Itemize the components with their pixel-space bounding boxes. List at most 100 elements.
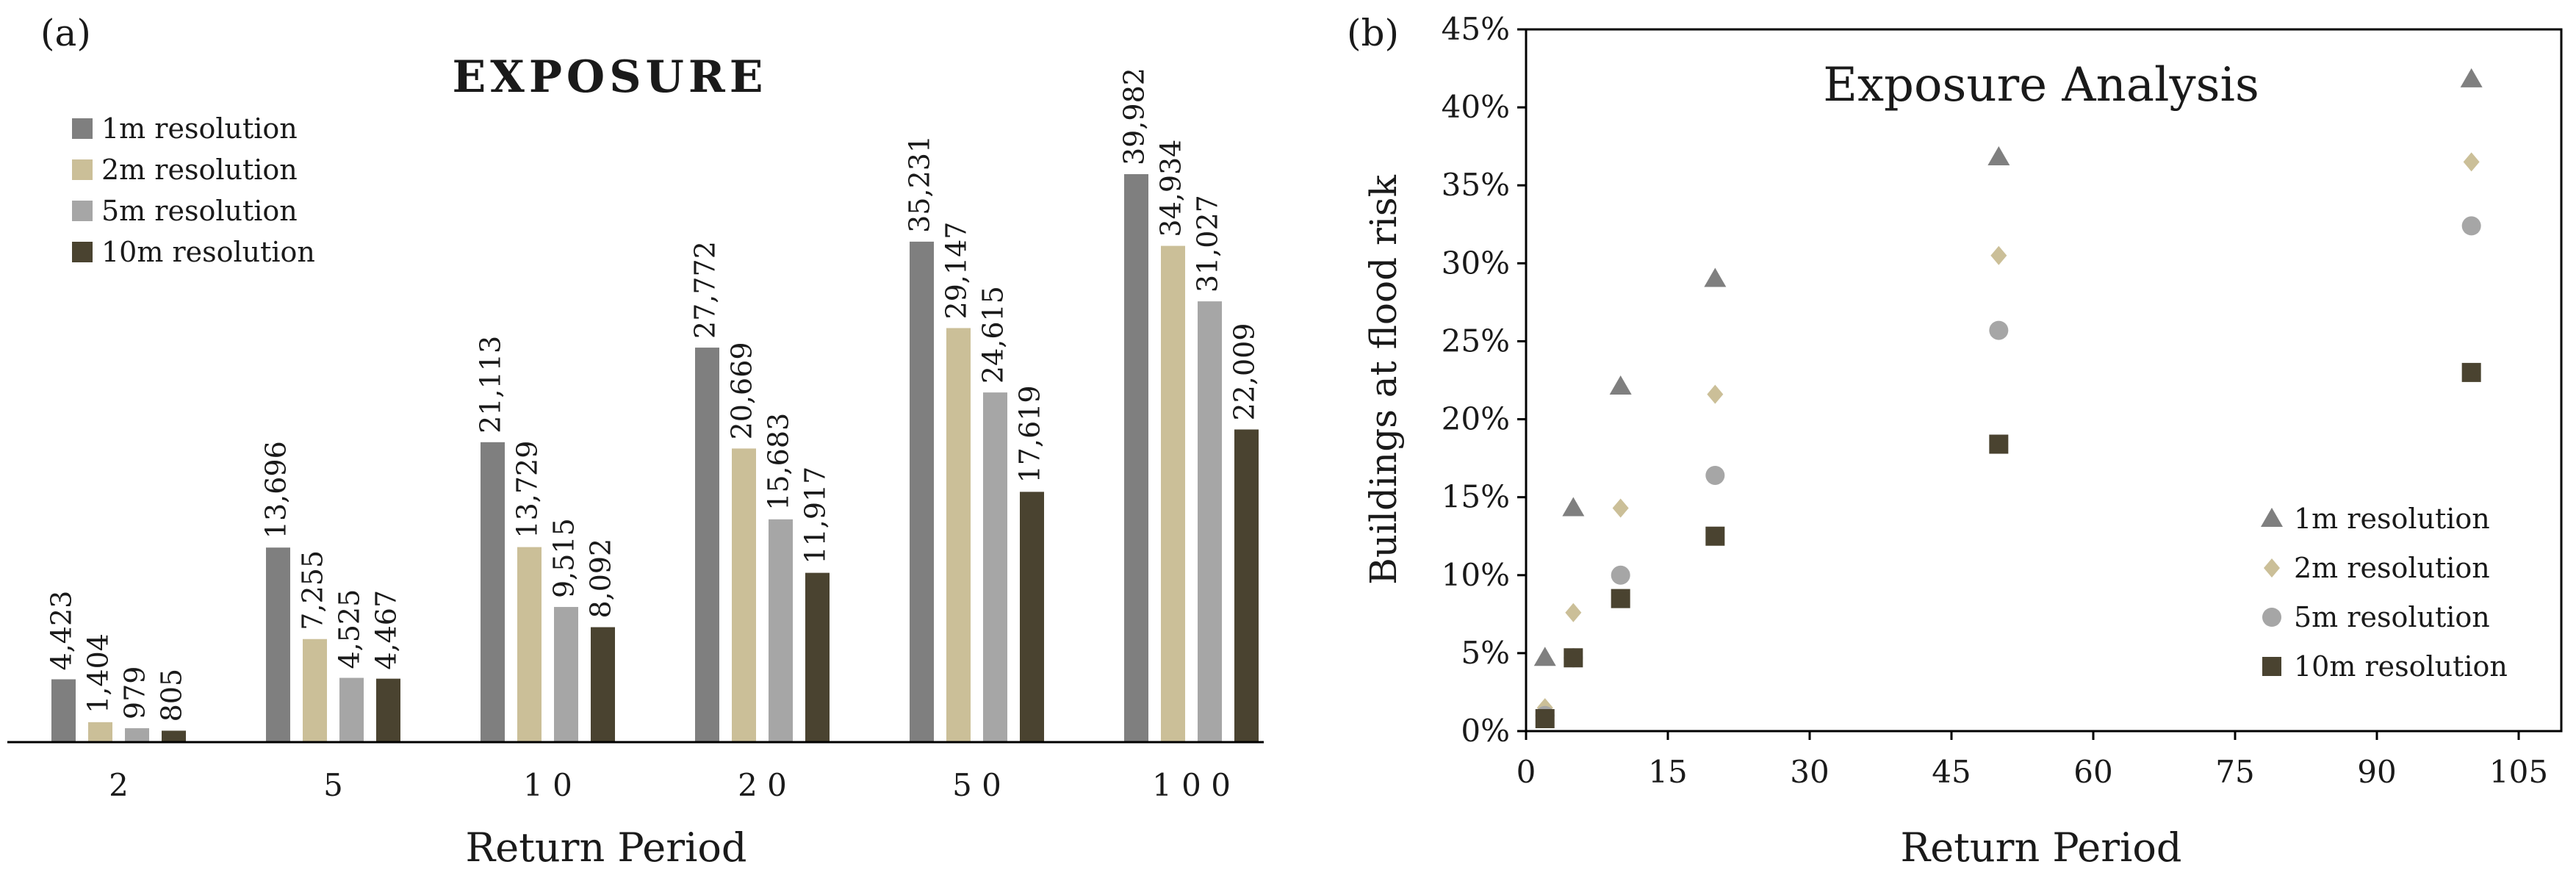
point-10m-resolution-rp-5 (1564, 648, 1583, 668)
x-tick-label: 1 0 0 (1152, 767, 1231, 803)
point-10m-resolution-rp-100 (2461, 362, 2481, 382)
bar-1m-resolution-rp-20 (695, 348, 719, 742)
bar-5m-resolution-rp-10 (554, 607, 578, 742)
legend-label: 1m resolution (2294, 503, 2490, 535)
point-10m-resolution-rp-10 (1611, 589, 1630, 608)
x-tick-label: 0 (1517, 754, 1536, 790)
y-tick-label: 15% (1442, 479, 1510, 515)
bar-5m-resolution-rp-20 (769, 519, 793, 742)
bar-value-label: 31,027 (1192, 195, 1224, 292)
point-10m-resolution-rp-50 (1989, 434, 2009, 454)
y-tick-label: 35% (1442, 167, 1510, 203)
bar-value-label: 21,113 (475, 336, 507, 434)
bar-value-label: 13,729 (511, 441, 544, 539)
point-1m-resolution-rp-10 (1609, 375, 1632, 395)
x-tick-label: 5 0 (952, 767, 1001, 803)
bar-value-label: 24,615 (977, 286, 1010, 384)
bar-2m-resolution-rp-20 (732, 448, 756, 742)
bar-value-label: 11,917 (799, 467, 832, 564)
x-tick-label: 2 0 (738, 767, 787, 803)
legend-swatch (72, 201, 93, 221)
point-5m-resolution-rp-20 (1705, 465, 1725, 485)
bar-value-label: 29,147 (940, 222, 973, 320)
legend-label: 10m resolution (2294, 650, 2508, 683)
scatter-y-axis-label: Buildings at flood risk (1362, 174, 1405, 584)
bar-value-label: 7,255 (297, 550, 329, 630)
scatter-x-ticks: 0 15 30 45 60 75 90 105 (1517, 731, 2548, 790)
x-tick-label: 90 (2357, 754, 2396, 790)
scatter-chart-panel: (b) Exposure Analysis 0% 5% 10% 15% 20% 25% 30… (1347, 11, 2563, 871)
bar-10m-resolution-rp-10 (591, 627, 615, 742)
point-1m-resolution-rp-2 (1533, 647, 1556, 666)
bar-chart-x-axis-label: Return Period (466, 824, 747, 871)
legend-swatch (72, 159, 93, 180)
x-tick-label: 45 (1932, 754, 1971, 790)
y-tick-label: 45% (1442, 11, 1510, 47)
panel-label-a: (a) (40, 12, 91, 54)
x-tick-label: 105 (2489, 754, 2548, 790)
bar-value-label: 35,231 (904, 135, 936, 233)
scatter-plot-frame (1525, 28, 2563, 733)
x-tick-label: 60 (2073, 754, 2112, 790)
scatter-chart-title: Exposure Analysis (1823, 58, 2259, 112)
bar-5m-resolution-rp-2 (125, 728, 149, 742)
x-tick-label: 1 0 (523, 767, 572, 803)
bar-1m-resolution-rp-100 (1124, 174, 1148, 743)
bar-10m-resolution-rp-100 (1234, 429, 1259, 742)
bar-value-label: 27,772 (689, 241, 722, 339)
x-tick-label: 75 (2215, 754, 2254, 790)
legend-marker (2262, 657, 2281, 676)
bar-1m-resolution-rp-10 (481, 442, 505, 742)
bar-5m-resolution-rp-5 (339, 677, 364, 742)
bar-value-label: 4,467 (370, 590, 403, 670)
point-10m-resolution-rp-2 (1535, 709, 1555, 729)
scatter-legend: 1m resolution 2m resolution 5m resolution 1… (2261, 503, 2508, 683)
y-tick-label: 10% (1442, 557, 1510, 593)
bar-1m-resolution-rp-2 (51, 679, 76, 742)
bar-chart-legend: 1m resolution 2m resolution 5m resolution 1… (72, 112, 315, 268)
point-2m-resolution-rp-100 (2463, 152, 2480, 172)
bar-value-label: 1,404 (82, 633, 115, 713)
point-2m-resolution-rp-50 (1990, 245, 2007, 265)
bar-value-label: 15,683 (763, 413, 795, 511)
point-2m-resolution-rp-5 (1565, 603, 1582, 622)
bar-10m-resolution-rp-50 (1020, 492, 1044, 742)
bar-value-label: 20,669 (726, 342, 758, 439)
legend-marker (2264, 558, 2280, 578)
y-tick-label: 25% (1442, 323, 1510, 359)
point-5m-resolution-rp-100 (2461, 216, 2481, 236)
legend-label: 5m resolution (101, 195, 298, 227)
point-1m-resolution-rp-100 (2460, 68, 2483, 87)
x-tick-label: 30 (1790, 754, 1829, 790)
bar-chart-title: EXPOSURE (453, 51, 768, 103)
y-tick-label: 0% (1461, 713, 1510, 749)
bar-1m-resolution-rp-5 (266, 547, 290, 742)
scatter-points (1533, 68, 2483, 729)
point-10m-resolution-rp-20 (1705, 526, 1725, 546)
bar-2m-resolution-rp-2 (88, 722, 112, 742)
y-tick-label: 40% (1442, 89, 1510, 125)
point-1m-resolution-rp-50 (1987, 146, 2010, 166)
bar-2m-resolution-rp-50 (946, 328, 971, 742)
legend-label: 10m resolution (101, 236, 315, 268)
x-tick-label: 2 (109, 767, 129, 803)
point-2m-resolution-rp-20 (1707, 384, 1724, 404)
x-tick-label: 5 (323, 767, 343, 803)
bar-2m-resolution-rp-5 (303, 639, 327, 742)
bar-value-label: 4,423 (46, 591, 78, 671)
point-1m-resolution-rp-20 (1704, 267, 1727, 287)
bar-10m-resolution-rp-5 (376, 678, 400, 742)
legend-marker (2261, 508, 2283, 527)
bar-value-label: 9,515 (548, 518, 580, 598)
panel-label-b: (b) (1347, 12, 1399, 54)
bar-5m-resolution-rp-100 (1198, 301, 1222, 742)
point-5m-resolution-rp-50 (1989, 320, 2009, 340)
bar-1m-resolution-rp-50 (910, 241, 934, 743)
y-tick-label: 20% (1442, 401, 1510, 437)
point-2m-resolution-rp-10 (1612, 498, 1629, 518)
bar-value-label: 8,092 (585, 539, 617, 619)
legend-swatch (72, 242, 93, 262)
bar-2m-resolution-rp-10 (517, 547, 542, 742)
